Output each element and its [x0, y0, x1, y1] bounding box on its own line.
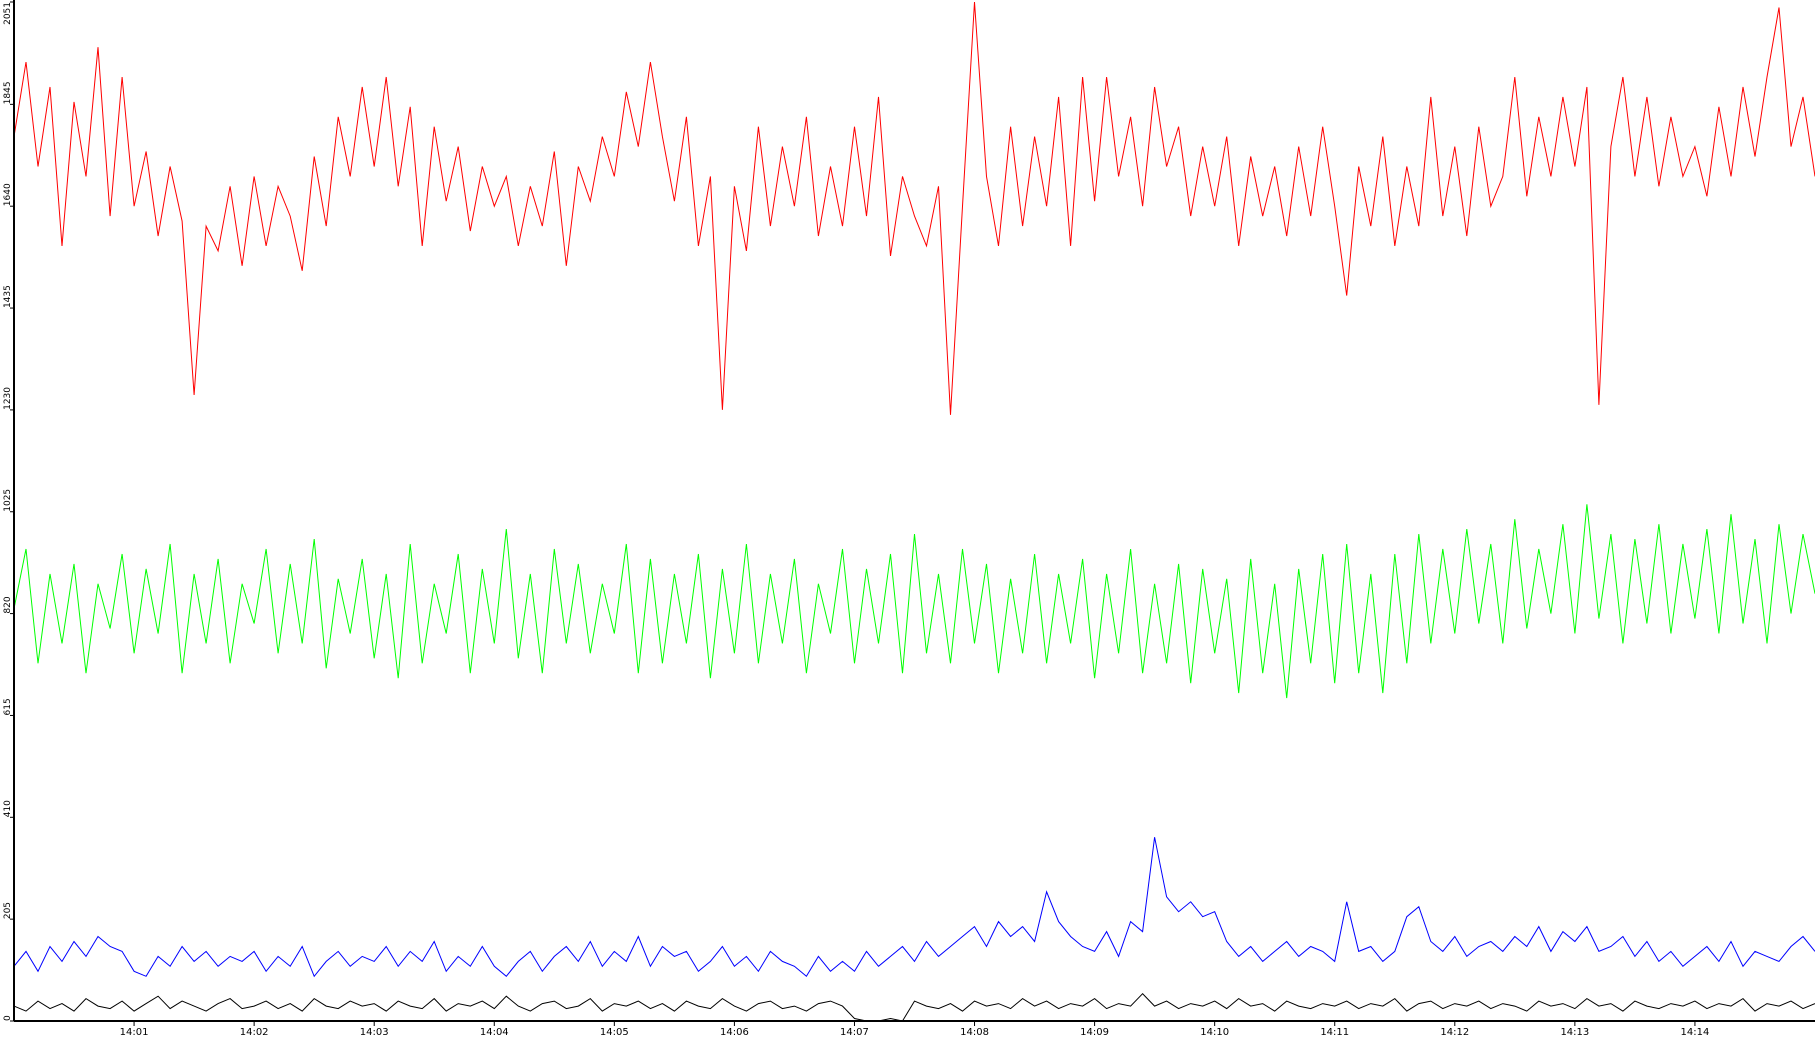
- y-tick-label: 615: [3, 698, 13, 715]
- x-tick-label: 14:08: [960, 1027, 989, 1038]
- x-tick-label: 14:05: [600, 1027, 629, 1038]
- y-tick-label: 1230: [3, 387, 13, 410]
- y-tick-label: 2051: [3, 2, 13, 25]
- x-tick-label: 14:13: [1560, 1027, 1589, 1038]
- x-tick-label: 14:03: [360, 1027, 389, 1038]
- y-tick-label: 410: [3, 800, 13, 817]
- series-line: [13, 837, 1815, 978]
- x-tick-label: 14:10: [1200, 1027, 1229, 1038]
- x-tick-label: 14:01: [120, 1027, 149, 1038]
- x-tick-label: 14:06: [720, 1027, 749, 1038]
- x-tick-label: 14:04: [480, 1027, 509, 1038]
- y-tick-label: 205: [3, 902, 13, 919]
- y-tick-label: 1435: [3, 285, 13, 308]
- x-tick-label: 14:02: [240, 1027, 269, 1038]
- x-tick-label: 14:11: [1320, 1027, 1349, 1038]
- x-tick-label: 14:12: [1440, 1027, 1469, 1038]
- y-tick-label: 820: [3, 596, 13, 613]
- series-line: [13, 1, 1815, 415]
- x-tick-label: 14:09: [1080, 1027, 1109, 1038]
- y-tick-label: 0: [3, 1015, 13, 1021]
- x-tick-label: 14:07: [840, 1027, 869, 1038]
- x-tick-label: 14:14: [1681, 1027, 1710, 1038]
- y-tick-label: 1845: [3, 81, 13, 104]
- series-line: [13, 504, 1815, 699]
- y-tick-label: 1640: [3, 183, 13, 206]
- y-tick-label: 1025: [3, 489, 13, 512]
- series-line: [13, 992, 1815, 1022]
